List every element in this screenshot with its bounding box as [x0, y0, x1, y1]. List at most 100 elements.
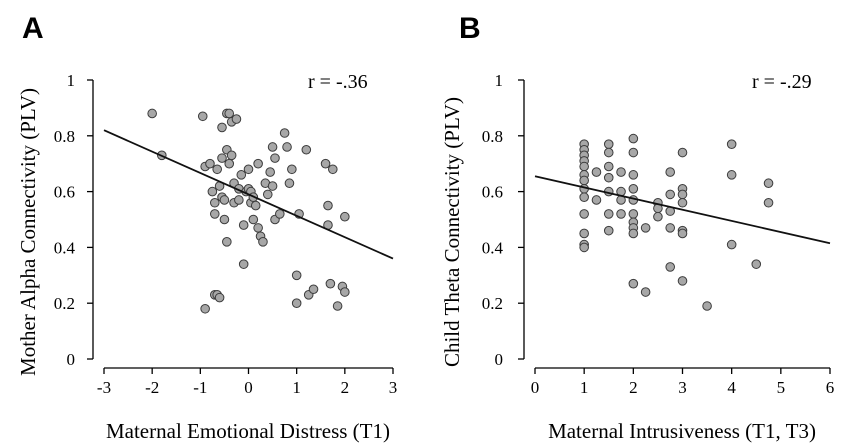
data-point: [591, 195, 602, 205]
x-tick-label: -3: [97, 378, 111, 397]
data-point: [628, 170, 639, 180]
data-point: [238, 259, 249, 269]
data-point: [603, 147, 614, 158]
data-point: [579, 242, 589, 253]
data-point: [702, 301, 712, 311]
data-point: [214, 292, 225, 303]
data-point: [579, 161, 589, 172]
data-point: [267, 142, 278, 152]
y-tick-label: 1: [67, 71, 76, 90]
data-point: [301, 144, 312, 155]
y-tick-label: 0: [67, 350, 76, 369]
data-point: [763, 197, 774, 208]
panel-b-fit: [534, 175, 831, 245]
data-point: [726, 170, 737, 180]
data-point: [284, 178, 295, 189]
data-point: [282, 142, 292, 152]
data-point: [726, 139, 737, 149]
panel-a-letter: A: [22, 12, 44, 45]
panel-b-points: [579, 133, 774, 311]
data-point: [224, 158, 235, 169]
data-point: [207, 186, 218, 197]
panel-a-fit: [103, 129, 394, 260]
data-point: [238, 220, 249, 230]
data-point: [603, 225, 614, 236]
data-point: [222, 237, 232, 247]
x-tick-label: 0: [531, 378, 540, 397]
data-point: [579, 228, 589, 239]
data-point: [267, 181, 278, 191]
panel-b-letter: B: [459, 12, 481, 45]
y-tick-label: 0.6: [54, 183, 75, 202]
data-point: [217, 122, 227, 133]
y-tick-label: 1: [495, 71, 504, 90]
x-tick-label: 3: [389, 378, 398, 397]
y-tick-label: 0.8: [482, 127, 503, 146]
data-point: [665, 189, 676, 200]
y-tick-label: 0.2: [482, 294, 503, 313]
data-point: [628, 228, 639, 239]
y-tick-label: 0.6: [482, 183, 503, 202]
x-tick-label: 3: [678, 378, 687, 397]
x-tick-label: 2: [341, 378, 350, 397]
data-point: [751, 259, 762, 269]
panel-a-r-annotation: r = -.36: [308, 71, 368, 93]
data-point: [579, 209, 589, 219]
data-point: [640, 287, 651, 297]
data-point: [677, 197, 688, 208]
data-point: [665, 262, 676, 272]
data-point: [616, 167, 626, 177]
data-point: [640, 223, 651, 233]
data-point: [603, 172, 614, 183]
x-tick-label: 1: [580, 378, 589, 397]
data-point: [265, 167, 275, 177]
data-point: [579, 175, 589, 186]
panel-a-y-axis-label: Mother Alpha Connectivity (PLV): [16, 88, 40, 376]
data-point: [325, 278, 336, 289]
data-point: [279, 128, 290, 138]
x-tick-label: -1: [193, 378, 207, 397]
data-point: [323, 200, 333, 211]
data-point: [677, 189, 688, 200]
y-tick-label: 0.4: [54, 238, 76, 257]
data-point: [209, 209, 220, 219]
x-tick-label: -2: [145, 378, 159, 397]
data-point: [287, 164, 297, 175]
data-point: [209, 197, 220, 208]
data-point: [236, 170, 247, 180]
x-tick-label: 4: [727, 378, 736, 397]
data-point: [205, 158, 215, 169]
panel-a: A Mother Alpha Connectivity (PLV) Matern…: [16, 12, 397, 443]
data-point: [579, 192, 589, 202]
data-point: [262, 189, 273, 200]
x-tick-label: 6: [826, 378, 835, 397]
data-point: [616, 209, 626, 219]
data-point: [320, 158, 331, 169]
data-point: [603, 139, 614, 149]
data-point: [212, 164, 222, 175]
data-point: [248, 214, 259, 225]
data-point: [677, 147, 688, 158]
data-point: [253, 158, 263, 169]
data-point: [226, 150, 237, 161]
y-tick-label: 0: [495, 350, 504, 369]
data-point: [628, 184, 639, 194]
data-point: [677, 228, 688, 239]
data-point: [332, 301, 343, 311]
data-point: [243, 164, 254, 175]
panel-b-y-axis-label: Child Theta Connectivity (PLV): [440, 97, 464, 367]
regression-line: [103, 129, 394, 260]
data-point: [603, 209, 614, 219]
data-point: [628, 133, 639, 144]
data-point: [217, 153, 227, 163]
panel-b-r-annotation: r = -.29: [752, 71, 812, 93]
data-point: [628, 209, 639, 219]
x-tick-label: 0: [244, 378, 253, 397]
data-point: [231, 114, 242, 124]
data-point: [591, 167, 602, 177]
data-point: [291, 298, 302, 309]
panel-a-x-axis-label: Maternal Emotional Distress (T1): [106, 419, 390, 443]
data-point: [197, 111, 208, 122]
panel-a-ticks: -3 -2 -1 0 1 2 3 0 0.2 0.4 0.6 0.8 1: [54, 71, 398, 397]
data-point: [234, 195, 244, 205]
